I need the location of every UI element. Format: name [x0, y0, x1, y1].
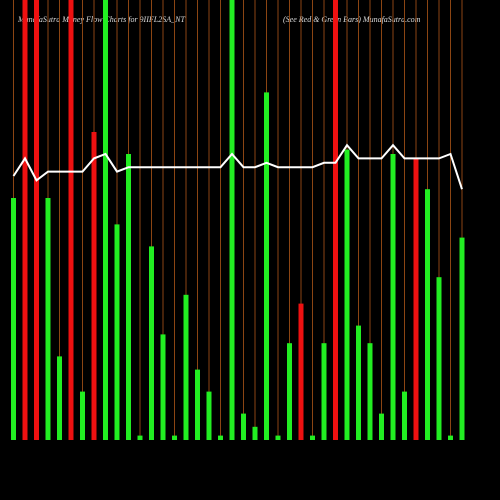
bar	[34, 0, 39, 440]
bar	[252, 426, 258, 440]
bar	[160, 334, 166, 440]
bar	[22, 0, 28, 440]
bar	[103, 0, 108, 440]
bar	[390, 154, 396, 440]
bar	[310, 435, 315, 440]
bar	[402, 391, 407, 440]
chart-title: MunafaSutra Money Flow Charts for 9IIFL2…	[17, 15, 185, 24]
bar	[195, 369, 200, 440]
bar	[137, 435, 143, 440]
line	[12, 143, 463, 190]
bar	[448, 435, 453, 440]
bar	[264, 92, 269, 441]
bar	[80, 391, 85, 440]
bar	[287, 343, 292, 440]
bar	[425, 189, 430, 440]
bar	[229, 0, 235, 440]
bar	[333, 0, 338, 440]
bar	[57, 356, 62, 440]
bar	[172, 435, 177, 440]
bar	[275, 435, 281, 440]
bar	[241, 413, 246, 440]
bar	[321, 343, 327, 440]
bar	[356, 325, 361, 440]
bar	[379, 413, 384, 440]
bar	[45, 198, 51, 440]
chart-subtitle: (See Red & Green Bars) MunafaSutra.com	[283, 15, 421, 24]
bar	[218, 435, 223, 440]
bar	[114, 224, 120, 440]
bar	[11, 198, 16, 440]
bar	[91, 132, 97, 440]
bar	[459, 237, 465, 440]
bar	[367, 343, 373, 440]
bar	[298, 303, 304, 440]
bar	[436, 277, 442, 440]
bar	[183, 294, 189, 440]
bar	[344, 149, 350, 440]
bar	[149, 246, 154, 440]
bar	[126, 154, 131, 440]
bar	[206, 391, 212, 440]
bar	[413, 158, 419, 440]
bar	[68, 0, 74, 440]
